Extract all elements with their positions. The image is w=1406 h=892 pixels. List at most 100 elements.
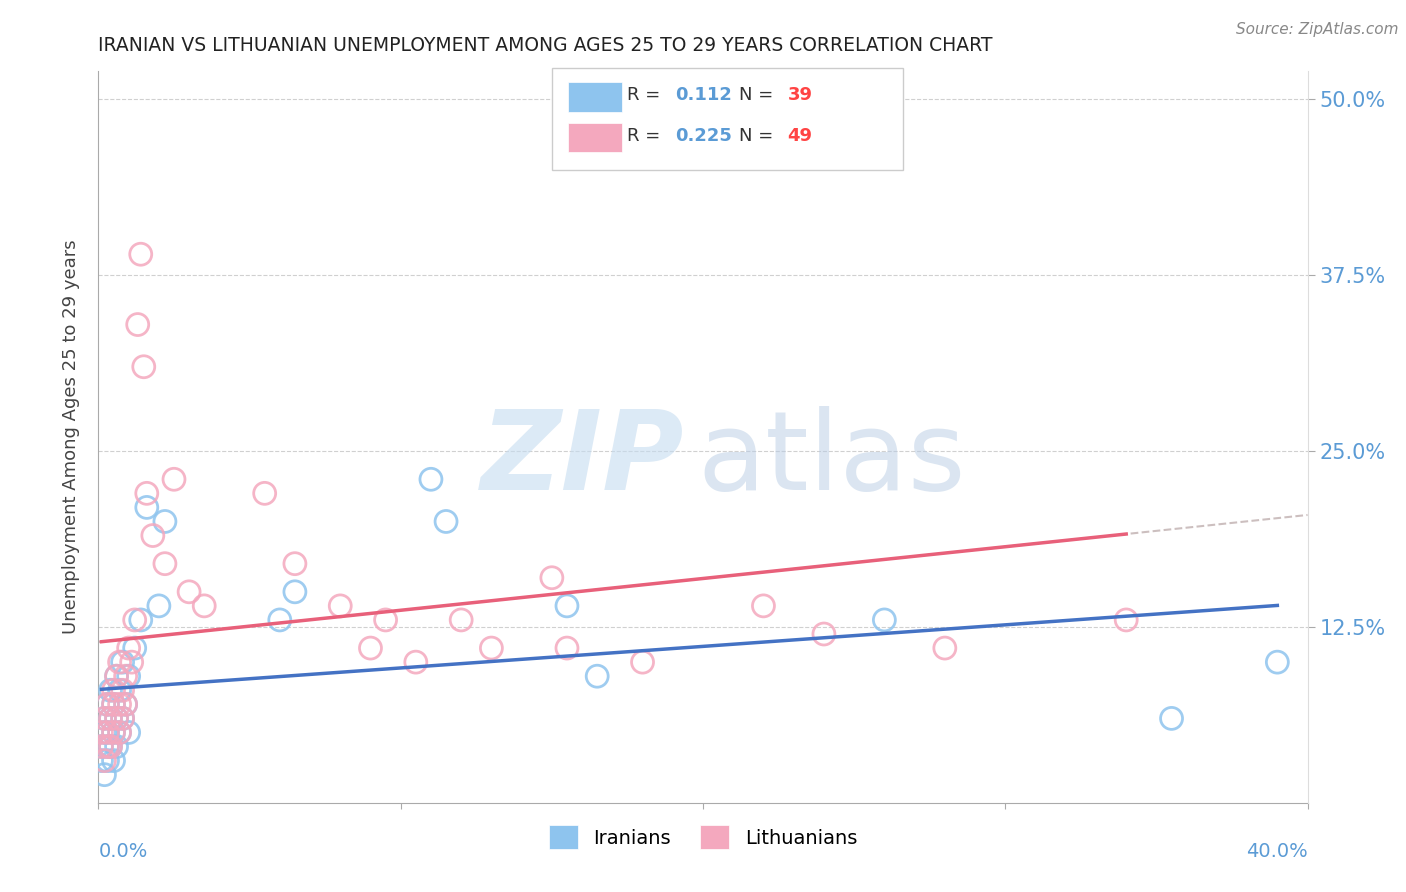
Point — [93, 725, 115, 739]
Point — [1115, 613, 1137, 627]
Point — [105, 711, 128, 725]
Point — [118, 641, 141, 656]
Point — [90, 739, 112, 754]
Point — [96, 698, 118, 712]
Point — [103, 698, 125, 712]
Point — [284, 557, 307, 571]
Text: ZIP: ZIP — [481, 406, 685, 513]
Point — [631, 655, 654, 669]
Point — [1267, 655, 1289, 669]
Text: 0.112: 0.112 — [675, 87, 733, 104]
Point — [96, 739, 118, 754]
Point — [105, 669, 128, 683]
Point — [103, 725, 125, 739]
Point — [420, 472, 443, 486]
Point — [434, 515, 457, 529]
Point — [586, 669, 609, 683]
Point — [96, 739, 118, 754]
Point — [90, 739, 112, 754]
Text: Source: ZipAtlas.com: Source: ZipAtlas.com — [1236, 22, 1399, 37]
Point — [135, 486, 157, 500]
Point — [96, 725, 118, 739]
Point — [108, 683, 131, 698]
Point — [93, 711, 115, 725]
Text: N =: N = — [740, 127, 779, 145]
Point — [96, 725, 118, 739]
Point — [111, 711, 134, 725]
Point — [179, 584, 201, 599]
Point — [284, 584, 307, 599]
Text: atlas: atlas — [697, 406, 966, 513]
Point — [481, 641, 503, 656]
Point — [100, 711, 122, 725]
Point — [193, 599, 215, 613]
Point — [153, 515, 176, 529]
Point — [103, 725, 125, 739]
Text: N =: N = — [740, 87, 779, 104]
Point — [813, 627, 835, 641]
Point — [555, 599, 578, 613]
Point — [96, 698, 118, 712]
Point — [114, 698, 136, 712]
Point — [111, 655, 134, 669]
Text: 40.0%: 40.0% — [1246, 842, 1308, 861]
Point — [108, 655, 131, 669]
Point — [135, 500, 157, 515]
Y-axis label: Unemployment Among Ages 25 to 29 years: Unemployment Among Ages 25 to 29 years — [62, 240, 80, 634]
Text: IRANIAN VS LITHUANIAN UNEMPLOYMENT AMONG AGES 25 TO 29 YEARS CORRELATION CHART: IRANIAN VS LITHUANIAN UNEMPLOYMENT AMONG… — [98, 36, 993, 54]
Point — [114, 698, 136, 712]
Point — [105, 711, 128, 725]
Text: 39: 39 — [787, 87, 813, 104]
Text: 0.0%: 0.0% — [98, 842, 148, 861]
Point — [269, 613, 291, 627]
Point — [329, 599, 352, 613]
Point — [103, 683, 125, 698]
FancyBboxPatch shape — [568, 122, 621, 152]
Text: R =: R = — [627, 87, 666, 104]
Point — [100, 683, 122, 698]
Point — [100, 739, 122, 754]
Point — [118, 725, 141, 739]
Point — [93, 754, 115, 768]
Point — [90, 754, 112, 768]
Point — [132, 359, 155, 374]
Point — [129, 613, 152, 627]
Point — [153, 557, 176, 571]
Point — [163, 472, 186, 486]
Point — [124, 613, 146, 627]
Point — [253, 486, 276, 500]
Point — [127, 318, 149, 332]
Point — [555, 641, 578, 656]
Point — [90, 725, 112, 739]
Point — [121, 655, 143, 669]
Point — [873, 613, 896, 627]
Point — [108, 698, 131, 712]
Point — [148, 599, 170, 613]
Text: 0.225: 0.225 — [675, 127, 733, 145]
Point — [129, 247, 152, 261]
Point — [540, 571, 562, 585]
Point — [111, 711, 134, 725]
Point — [100, 739, 122, 754]
Point — [108, 725, 131, 739]
FancyBboxPatch shape — [551, 68, 903, 170]
Point — [374, 613, 396, 627]
Point — [108, 725, 131, 739]
Point — [93, 711, 115, 725]
FancyBboxPatch shape — [568, 82, 621, 112]
Point — [405, 655, 427, 669]
Legend: Iranians, Lithuanians: Iranians, Lithuanians — [538, 816, 868, 859]
Point — [360, 641, 382, 656]
Point — [692, 135, 714, 149]
Point — [114, 669, 136, 683]
Point — [111, 683, 134, 698]
Point — [118, 669, 141, 683]
Point — [752, 599, 775, 613]
Text: 49: 49 — [787, 127, 813, 145]
Point — [450, 613, 472, 627]
Point — [103, 698, 125, 712]
Point — [100, 711, 122, 725]
Point — [142, 528, 165, 542]
Point — [93, 767, 115, 781]
Text: R =: R = — [627, 127, 666, 145]
